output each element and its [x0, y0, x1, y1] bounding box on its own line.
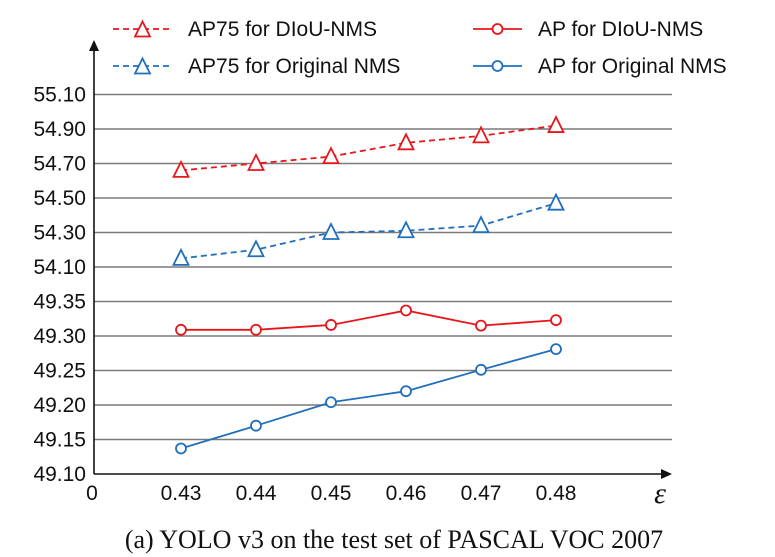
y-axis-arrow — [89, 40, 99, 51]
series-markers — [172, 115, 565, 455]
y-tick-label: 54.10 — [33, 256, 86, 279]
legend-label: AP for Original NMS — [538, 55, 727, 78]
series-line-3 — [181, 309, 557, 331]
series-2-point — [397, 220, 415, 239]
y-tick-labels: 49.10 49.15 49.20 49.25 49.30 49.35 54.10 54.30… — [33, 84, 86, 487]
series-4-point — [175, 442, 187, 455]
x-tick-label: 0.43 — [161, 482, 202, 505]
series-line-1 — [180, 124, 557, 172]
series-2-point — [322, 221, 340, 240]
series-1-point — [472, 125, 490, 144]
legend-label: AP75 for Original NMS — [188, 55, 400, 78]
x-tick-labels: 0.43 0.44 0.45 0.46 0.47 0.48 — [161, 482, 577, 505]
y-tick-label: 49.10 — [33, 463, 86, 486]
axes — [89, 40, 672, 479]
x-tick-label: 0.46 — [386, 482, 427, 505]
series-lines — [180, 124, 557, 450]
series-3-point — [475, 319, 487, 332]
series-3-point — [400, 304, 412, 317]
chart-caption: (a) YOLO v3 on the test set of PASCAL VO… — [125, 525, 663, 554]
x-axis-label: ε — [654, 477, 666, 510]
series-4-point — [325, 396, 337, 409]
series-1-point — [172, 159, 190, 178]
x-tick-label: 0.47 — [461, 482, 502, 505]
x-tick-label: 0.44 — [236, 482, 277, 505]
series-line-2 — [180, 202, 557, 260]
series-2-point — [247, 239, 265, 258]
series-4-point — [550, 343, 562, 356]
series-1-point — [322, 146, 340, 165]
legend-marker — [133, 19, 152, 38]
x-tick-label: 0.45 — [311, 482, 352, 505]
series-line-4 — [180, 348, 557, 450]
series-3-point — [325, 319, 337, 331]
y-tick-label: 49.35 — [33, 291, 86, 314]
legend-label: AP75 for DIoU-NMS — [188, 18, 377, 41]
legend: AP75 for DIoU-NMS AP75 for Original NMS AP… — [113, 18, 727, 78]
series-4-point — [250, 419, 262, 432]
series-3-point — [250, 323, 262, 336]
x-axis-arrow — [661, 469, 672, 479]
series-4-point — [475, 363, 487, 376]
series-3-point — [550, 314, 562, 327]
x-origin-label: 0 — [86, 482, 98, 505]
y-tick-label: 49.30 — [33, 325, 86, 348]
x-tick-label: 0.48 — [536, 482, 577, 505]
grid-lines — [94, 93, 672, 441]
y-tick-label: 49.15 — [33, 429, 86, 452]
series-2-point — [472, 215, 490, 234]
y-tick-label: 54.70 — [33, 153, 86, 176]
series-1-point — [247, 152, 265, 171]
series-4-point — [400, 385, 412, 398]
y-tick-label: 49.20 — [33, 394, 86, 417]
legend-marker — [491, 60, 504, 72]
y-tick-label: 54.90 — [33, 118, 86, 141]
legend-label: AP for DIoU-NMS — [538, 18, 703, 41]
y-tick-label: 54.50 — [33, 187, 86, 210]
legend-marker — [133, 56, 152, 75]
series-3-point — [175, 323, 187, 336]
legend-marker — [491, 23, 504, 35]
series-1-point — [547, 115, 565, 133]
series-2-point — [547, 192, 565, 211]
series-2-point — [172, 247, 190, 266]
y-tick-label: 55.10 — [33, 84, 86, 107]
series-1-point — [397, 132, 415, 151]
y-tick-label: 54.30 — [33, 222, 86, 245]
y-tick-label: 49.25 — [33, 360, 86, 383]
